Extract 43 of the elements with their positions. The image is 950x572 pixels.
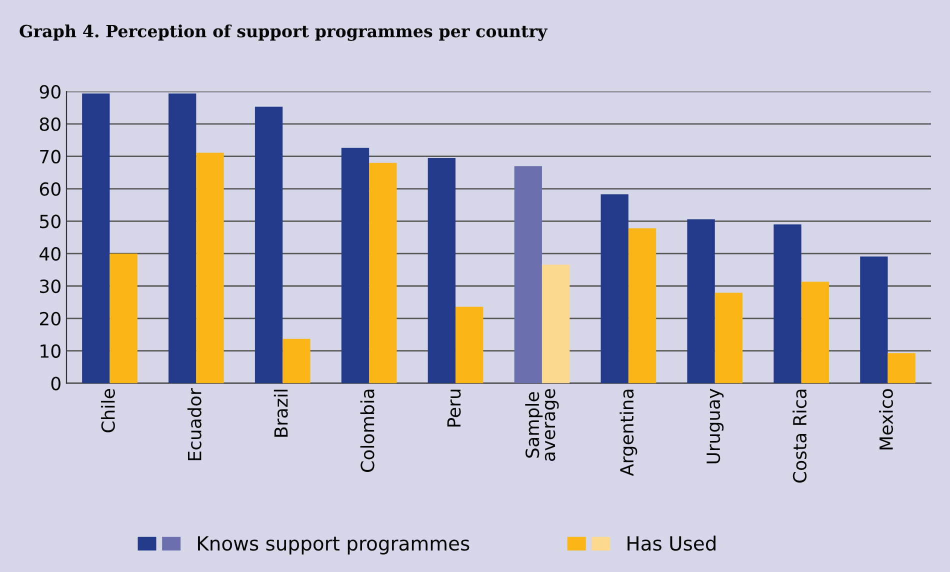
bar [341,148,370,384]
bar [168,93,196,384]
bar [514,166,542,384]
x-tick-label: Ecuador [187,388,202,460]
y-tick-label: 20 [40,312,60,326]
y-tick-label: 70 [40,150,60,164]
bar [82,93,110,384]
x-tick-label: Mexico [879,389,894,450]
x-tick-label: Chile [100,389,115,432]
y-tick-label: 30 [40,279,60,294]
bar [860,256,888,384]
chart-title: Graph 4. Perception of support programmes per country [20,24,548,41]
bar [110,254,138,384]
x-tick-label: Colombia [360,390,374,472]
bar [628,228,656,384]
bar [774,224,802,384]
legend-label: Knows support programmes [198,536,470,554]
bar [456,306,484,384]
x-tick-label: Costa Rica [792,390,807,483]
legend-label: Has Used [628,536,716,551]
bar [714,292,743,384]
x-tick-label: Brazil [274,390,288,437]
bar [369,162,397,384]
x-tick-label: Peru [447,390,461,427]
x-tick-label: Uruguay [706,388,724,464]
bar [428,158,456,384]
bar [254,106,283,384]
y-tick-label: 80 [40,117,60,132]
bar [196,152,224,384]
x-tick-label: Sample average [525,389,559,461]
bar [282,338,310,384]
bar [801,282,829,384]
y-tick-label: 0 [51,376,60,390]
y-tick-label: 10 [40,344,60,358]
bar [542,264,570,384]
y-tick-label: 50 [40,214,60,228]
y-tick-label: 90 [40,84,60,99]
y-tick-label: 60 [40,182,60,196]
bar [600,194,628,384]
x-tick-label: Argentina [620,390,638,476]
bar [687,219,715,384]
bar [888,353,916,384]
y-tick-label: 40 [40,247,60,261]
